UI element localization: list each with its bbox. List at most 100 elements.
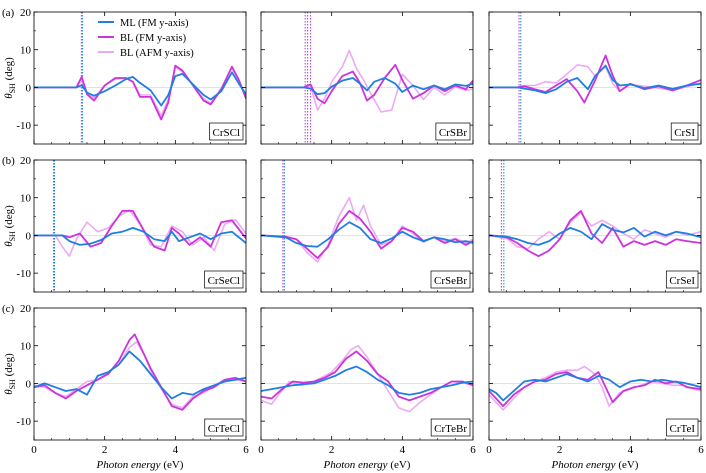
y-tick-label: 0 (26, 378, 32, 390)
series-line (34, 209, 246, 258)
series-line (261, 365, 473, 396)
legend-label: BL (FM y-axis) (120, 33, 187, 44)
y-tick-label: 10 (20, 45, 32, 57)
panel-CrSeI: CrSeI (488, 159, 702, 293)
y-axis-subscript: SH (8, 379, 17, 389)
material-label-box (209, 122, 244, 141)
y-axis-symbol: θ (3, 389, 15, 395)
x-axis-label: Photon energy (eV) (551, 459, 639, 471)
y-axis-label: θSH (deg) (3, 353, 17, 395)
panel-CrSBr: CrSBr (260, 11, 474, 145)
material-label-box (204, 418, 244, 437)
x-axis-label: Photon energy (eV) (96, 459, 184, 471)
y-tick-label: -10 (16, 268, 31, 280)
material-label: CrSBr (439, 127, 467, 139)
material-label-box (430, 418, 471, 437)
series-line (34, 350, 246, 400)
x-tick-label: 4 (400, 444, 406, 456)
panel-CrSCl: -10 0 10 20 CrSCl θSH (deg) (3, 7, 247, 145)
y-axis-subscript: SH (8, 231, 17, 241)
series-line (34, 209, 246, 252)
series-group (34, 333, 246, 411)
series-line (261, 344, 473, 413)
x-axis-label: Photon energy (eV) (323, 459, 411, 471)
series-line (489, 365, 701, 411)
y-axis-unit: (deg) (3, 57, 15, 83)
y-axis-subscript: SH (8, 83, 17, 93)
series-line (34, 65, 246, 117)
series-group (489, 209, 701, 258)
y-axis-unit: (deg) (3, 205, 15, 231)
panel-CrSeBr: CrSeBr (260, 159, 474, 293)
x-tick-label: 0 (258, 444, 264, 456)
material-label: CrSeBr (434, 275, 467, 287)
y-axis-unit: (deg) (3, 353, 15, 379)
x-tick-label: 6 (470, 444, 476, 456)
x-axis-word: Photon energy (323, 459, 391, 471)
material-label: CrSCl (212, 127, 240, 139)
legend-label: BL (AFM y-axis) (120, 48, 194, 59)
series-line (489, 212, 701, 250)
x-axis-unit: (eV) (618, 459, 638, 471)
series-line (489, 64, 701, 94)
y-tick-label: -10 (16, 120, 31, 132)
series-line (261, 221, 473, 248)
panel-CrSI: CrSI (488, 11, 702, 145)
material-label: CrSeI (669, 275, 695, 287)
x-tick-label: 0 (486, 444, 492, 456)
material-label-box (435, 122, 471, 141)
x-axis-unit: (eV) (163, 459, 183, 471)
x-tick-label: 2 (102, 444, 108, 456)
series-line (34, 71, 246, 107)
y-tick-label: 10 (20, 193, 32, 205)
series-group (261, 344, 473, 413)
material-label-box (204, 270, 244, 289)
y-tick-label: 20 (20, 303, 32, 315)
y-tick-label: 10 (20, 341, 32, 353)
material-label-box (670, 122, 699, 141)
material-label: CrTeCl (208, 423, 240, 435)
material-label-box (430, 270, 471, 289)
material-label: CrSeCl (208, 275, 240, 287)
x-tick-label: 2 (329, 444, 335, 456)
series-group (489, 365, 701, 411)
row-label: (c) (2, 303, 15, 315)
material-label: CrSI (674, 127, 695, 139)
x-tick-label: 4 (628, 444, 634, 456)
series-group (261, 196, 473, 263)
series-line (261, 49, 473, 113)
row-label: (b) (2, 155, 15, 167)
y-tick-label: 20 (20, 155, 32, 167)
x-tick-label: 0 (31, 444, 37, 456)
x-axis-word: Photon energy (96, 459, 164, 471)
series-line (489, 223, 701, 246)
series-line (489, 371, 701, 408)
x-axis-word: Photon energy (551, 459, 619, 471)
y-tick-label: 0 (26, 82, 32, 94)
series-group (489, 54, 701, 104)
y-tick-label: -10 (16, 416, 31, 428)
panel-CrTeCl: 0 2 4 6 -10 0 10 20 CrTeCl θSH (deg) Photon energy… (3, 303, 249, 471)
series-line (34, 333, 246, 411)
material-label: CrTeBr (434, 423, 467, 435)
x-axis-unit: (eV) (390, 459, 410, 471)
y-axis-label: θSH (deg) (3, 205, 17, 247)
x-tick-label: 6 (698, 444, 704, 456)
y-axis-label: θSH (deg) (3, 57, 17, 99)
series-line (489, 373, 701, 402)
x-tick-label: 6 (243, 444, 249, 456)
legend-label: ML (FM y-axis) (120, 18, 189, 29)
row-label: (a) (2, 7, 15, 19)
x-tick-label: 4 (173, 444, 179, 456)
series-line (261, 350, 473, 402)
series-line (489, 209, 701, 258)
series-line (261, 63, 473, 105)
series-line (261, 196, 473, 263)
series-line (34, 226, 246, 246)
x-tick-label: 2 (557, 444, 563, 456)
y-tick-label: 0 (26, 230, 32, 242)
material-label-box (665, 270, 699, 289)
